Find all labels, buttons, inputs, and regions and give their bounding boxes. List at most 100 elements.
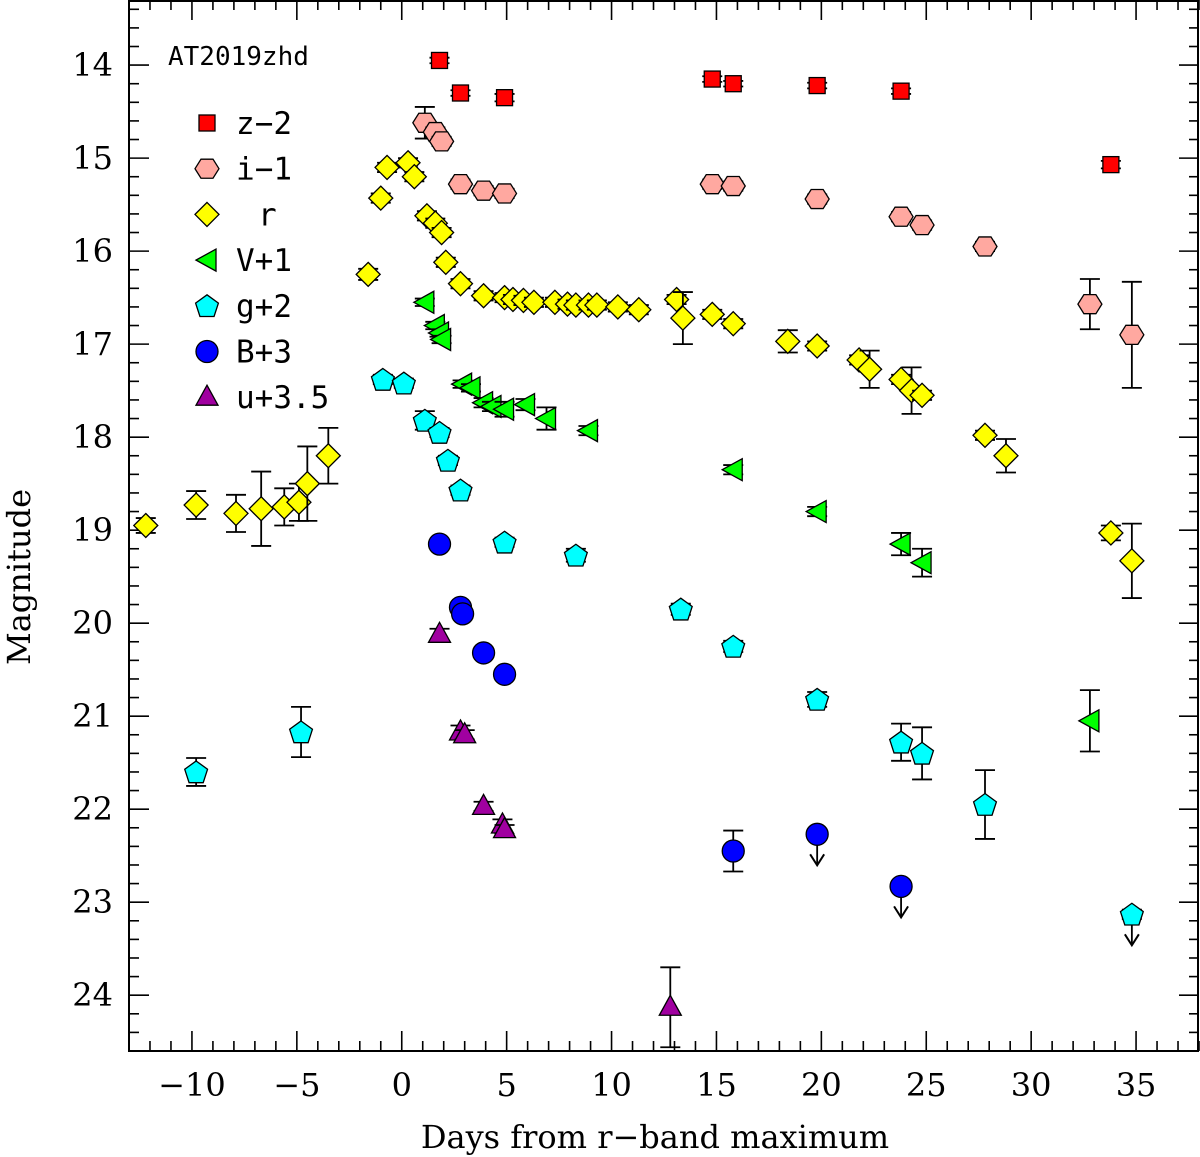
x-tick-label: 30 (1011, 1066, 1052, 1104)
data-point (774, 328, 801, 355)
legend: z−2 i−1 r V+1 g+2 B+3 u+3.5 (194, 106, 329, 416)
legend-item: r (194, 197, 277, 233)
y-tick-label: 17 (72, 325, 113, 363)
data-point (288, 720, 314, 744)
y-tick-label: 24 (72, 976, 113, 1014)
legend-label: V+1 (236, 243, 292, 279)
object-name-label: AT2019zhd (168, 42, 309, 72)
x-tick-label: −5 (273, 1066, 320, 1104)
y-tick-labels: 14 15 16 17 18 19 20 21 22 23 24 (72, 46, 113, 1014)
data-point (1119, 324, 1145, 346)
data-point (427, 532, 452, 556)
data-point (804, 687, 830, 711)
data-point (892, 82, 910, 100)
data-point (720, 457, 743, 482)
y-tick-label: 20 (72, 604, 113, 642)
data-point (447, 173, 474, 195)
data-point (470, 282, 497, 309)
data-point (448, 478, 473, 502)
legend-label: z−2 (236, 106, 292, 142)
data-point (132, 512, 159, 539)
legend-item: B+3 (195, 335, 292, 371)
arrow-head (809, 853, 826, 868)
data-point (909, 741, 935, 765)
y-tick-label: 16 (72, 232, 113, 270)
x-axis-label: Days from r−band maximum (421, 1118, 889, 1156)
legend-marker (195, 339, 219, 364)
data-point (428, 219, 455, 246)
x-tick-label: 15 (696, 1066, 737, 1104)
data-point (669, 305, 696, 332)
data-point (724, 75, 742, 93)
data-series (132, 51, 1145, 1049)
legend-item: u+3.5 (194, 380, 329, 416)
legend-marker (194, 201, 220, 228)
data-point (1077, 708, 1100, 733)
data-point (972, 236, 998, 257)
data-point (720, 310, 747, 337)
y-tick-label: 21 (72, 697, 113, 735)
data-point (1119, 902, 1145, 926)
legend-item: i−1 (194, 152, 292, 188)
y-tick-label: 18 (72, 418, 113, 456)
data-point (429, 327, 452, 352)
data-point (458, 375, 481, 400)
data-point (471, 641, 496, 665)
series-i−1 (412, 106, 1145, 389)
data-point (451, 84, 470, 102)
data-point (447, 270, 474, 297)
data-point (435, 448, 461, 472)
data-point (521, 289, 547, 316)
data-point (491, 183, 518, 204)
legend-marker (198, 114, 216, 132)
data-point (391, 371, 417, 395)
legend-label: u+3.5 (236, 380, 329, 416)
x-tick-label: 20 (801, 1066, 842, 1104)
data-point (604, 294, 631, 320)
legend-marker (194, 383, 220, 406)
x-tick-label: 35 (1116, 1066, 1157, 1104)
y-tick-label: 14 (72, 46, 113, 84)
data-point (370, 367, 396, 391)
data-point (471, 793, 496, 816)
series-g+2 (183, 367, 1145, 948)
data-point (367, 185, 394, 212)
data-point (223, 500, 249, 527)
legend-item: z−2 (198, 106, 292, 142)
series-V+1 (412, 290, 1100, 753)
data-point (183, 760, 209, 784)
data-point (374, 154, 400, 181)
data-point (427, 620, 452, 643)
data-point (583, 292, 610, 318)
data-point (856, 356, 883, 383)
data-point (909, 214, 935, 236)
x-tick-labels: −10 −5 0 5 10 15 20 25 30 35 (158, 1066, 1156, 1104)
data-point (625, 296, 652, 323)
data-point (492, 397, 515, 422)
data-point (972, 422, 998, 449)
data-point (889, 874, 913, 899)
data-point (888, 206, 914, 227)
data-point (721, 839, 745, 863)
legend-item: V+1 (194, 243, 292, 279)
plot-frame (128, 0, 1199, 1052)
data-point (699, 301, 726, 328)
x-tick-label: −10 (158, 1066, 226, 1104)
data-point (183, 492, 210, 518)
y-tick-label: 15 (72, 139, 113, 177)
x-tick-label: 25 (906, 1066, 947, 1104)
data-point (972, 792, 998, 816)
data-point (993, 442, 1019, 469)
data-point (658, 993, 683, 1016)
data-point (805, 822, 829, 846)
legend-label: i−1 (236, 152, 292, 188)
data-point (495, 89, 514, 107)
data-point (248, 495, 275, 522)
data-point (470, 180, 497, 201)
data-point (492, 662, 517, 686)
data-point (804, 188, 830, 210)
data-point (563, 543, 589, 567)
data-point (888, 730, 914, 754)
legend-label: r (258, 197, 277, 233)
data-point (576, 418, 599, 443)
